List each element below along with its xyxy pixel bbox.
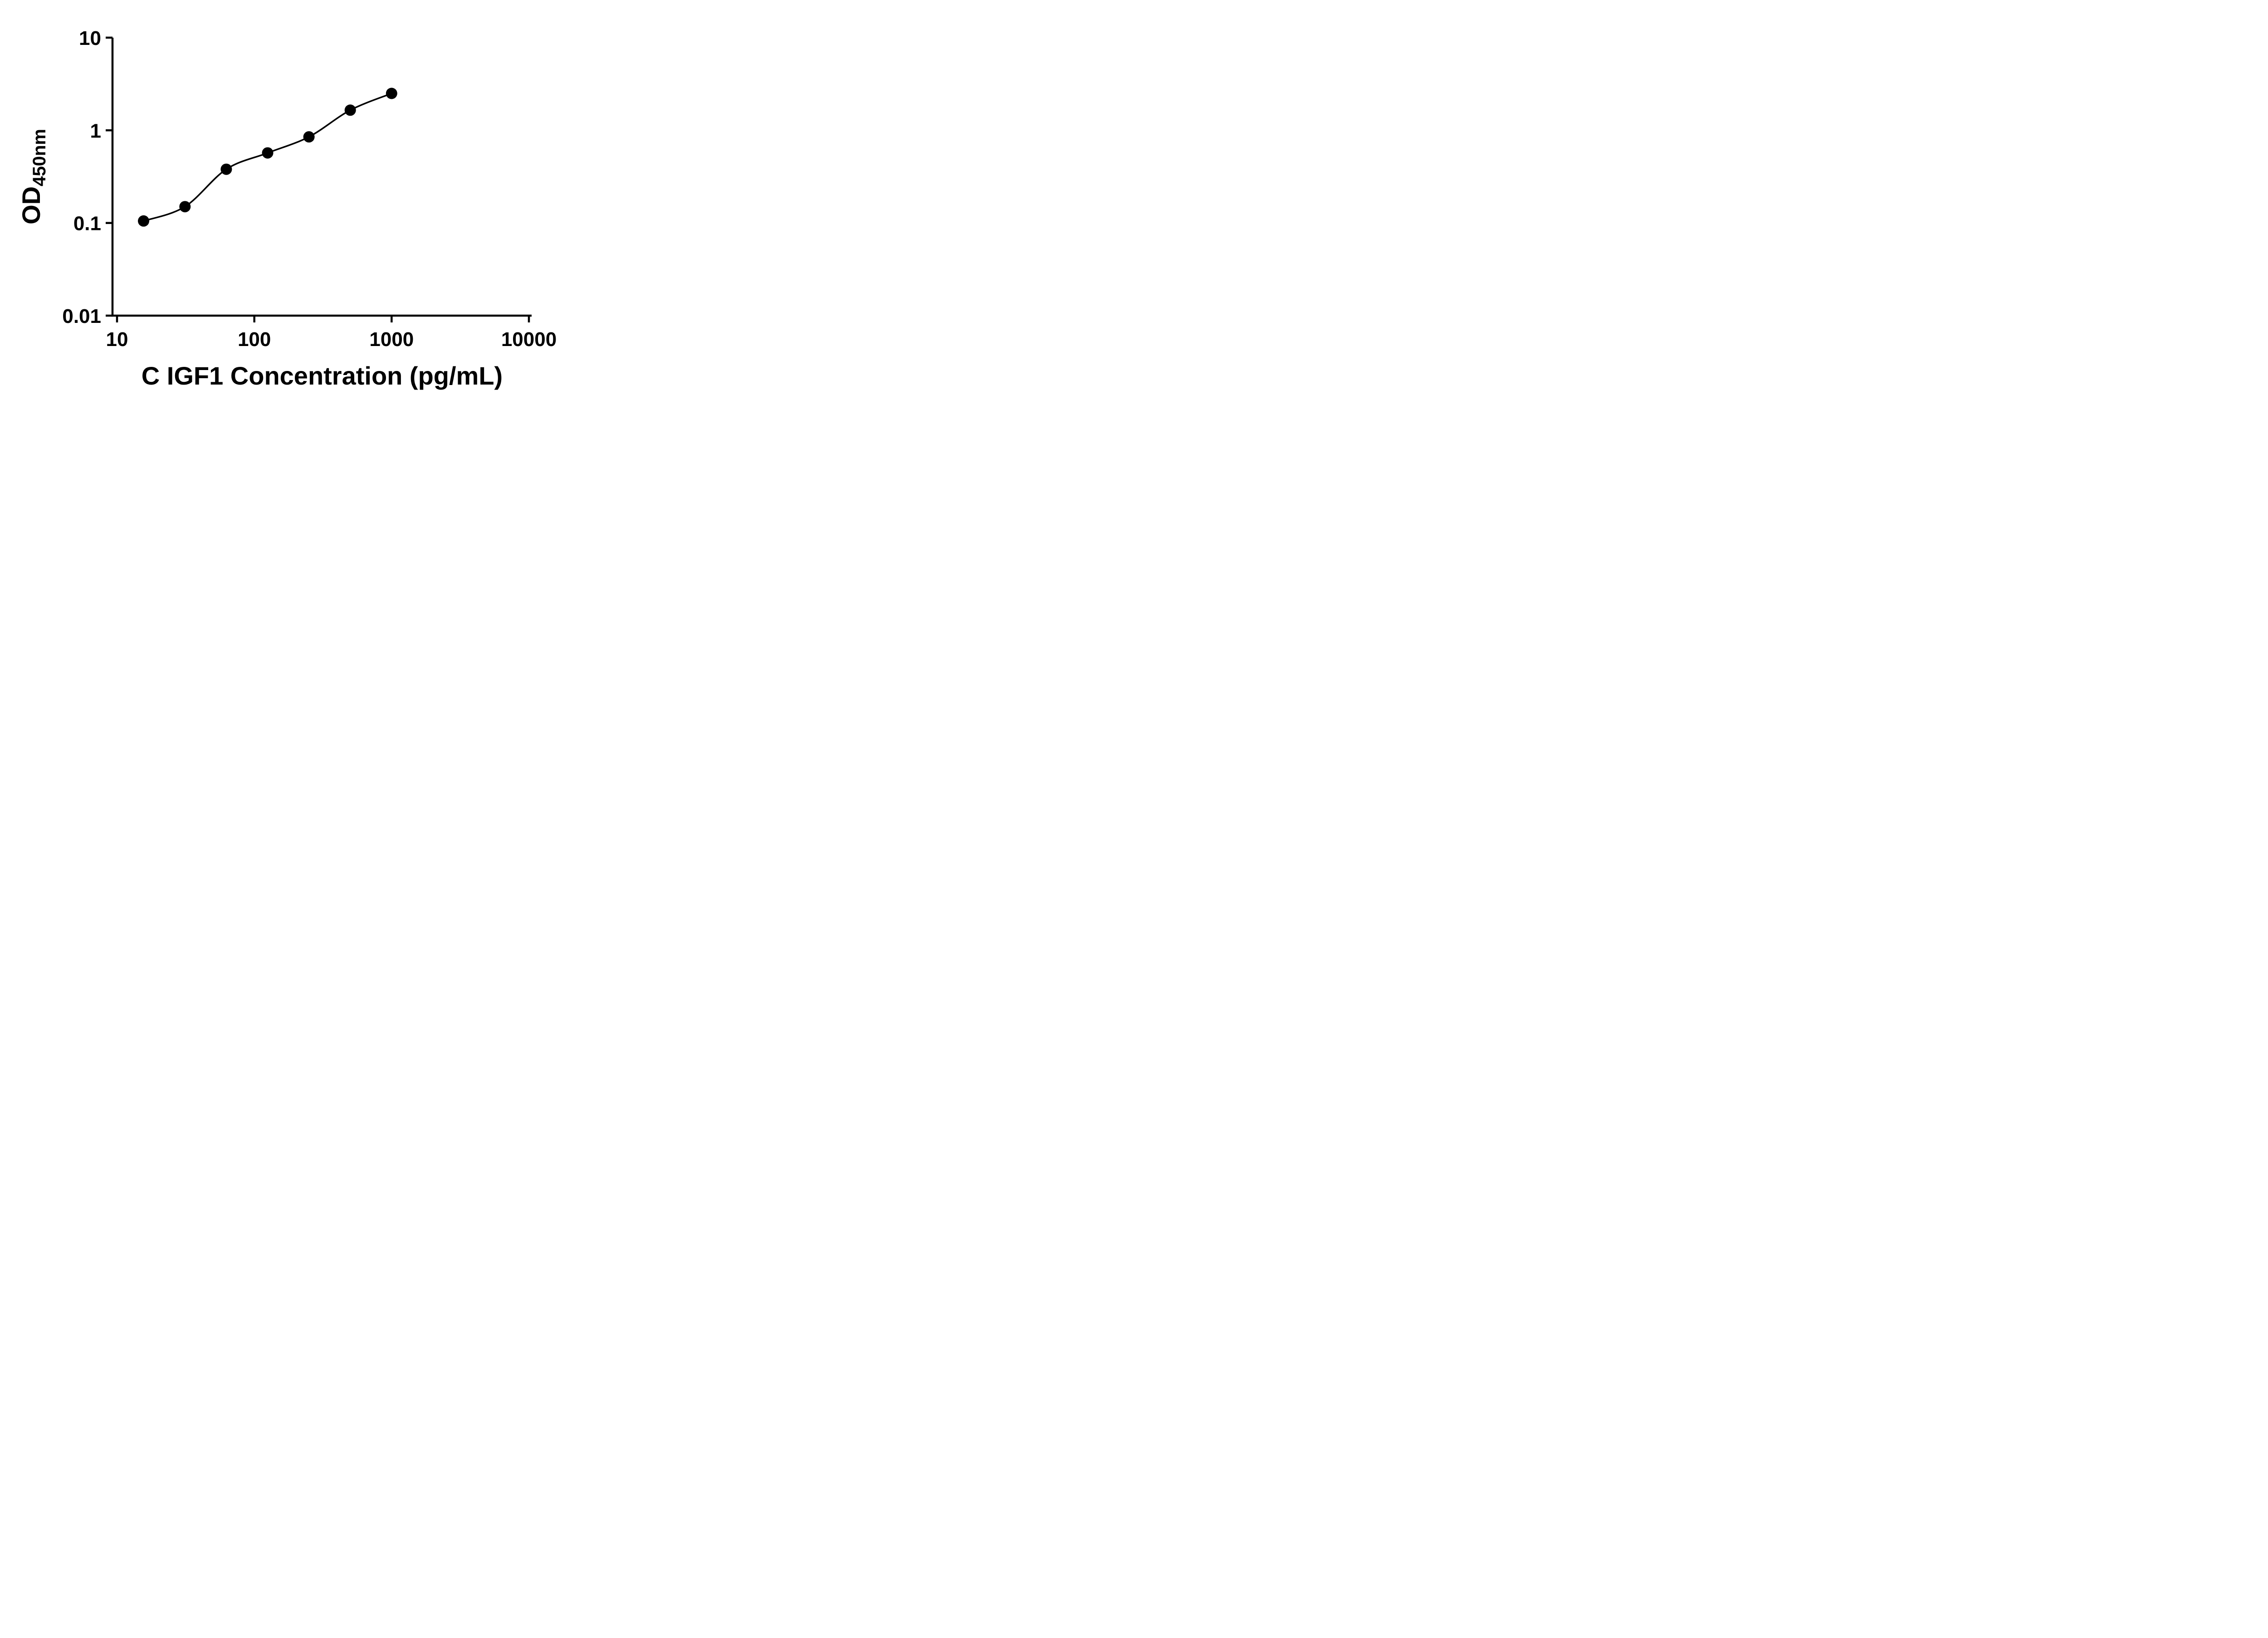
y-tick-label: 0.01 xyxy=(62,305,101,327)
x-tick-label: 1000 xyxy=(369,328,414,351)
x-axis-title: C IGF1 Concentration (pg/mL) xyxy=(142,361,503,390)
elisa-standard-curve-figure: 0.01 0.1 1 10 10 100 1000 10000 C IGF1 Concentra… xyxy=(0,0,584,410)
x-tick-label: 10000 xyxy=(501,328,557,351)
data-point xyxy=(262,147,274,159)
data-series xyxy=(138,88,397,227)
data-point xyxy=(386,88,397,99)
data-point xyxy=(138,215,149,227)
axes xyxy=(111,38,532,317)
x-axis: 10 100 1000 10000 xyxy=(106,316,557,351)
y-axis: 0.01 0.1 1 10 xyxy=(62,27,112,327)
axis-lines xyxy=(111,38,532,317)
x-tick-label: 10 xyxy=(106,328,128,351)
axis-titles: C IGF1 Concentration (pg/mL) OD450nm xyxy=(17,129,503,390)
data-point xyxy=(220,163,232,175)
y-tick-label: 10 xyxy=(79,27,101,49)
y-axis-title: OD450nm xyxy=(17,129,49,224)
data-point xyxy=(344,104,356,116)
y-tick-label: 0.1 xyxy=(73,213,101,235)
x-tick-label: 100 xyxy=(238,328,271,351)
data-point xyxy=(179,201,191,213)
data-point xyxy=(303,131,315,143)
y-tick-label: 1 xyxy=(90,120,101,142)
